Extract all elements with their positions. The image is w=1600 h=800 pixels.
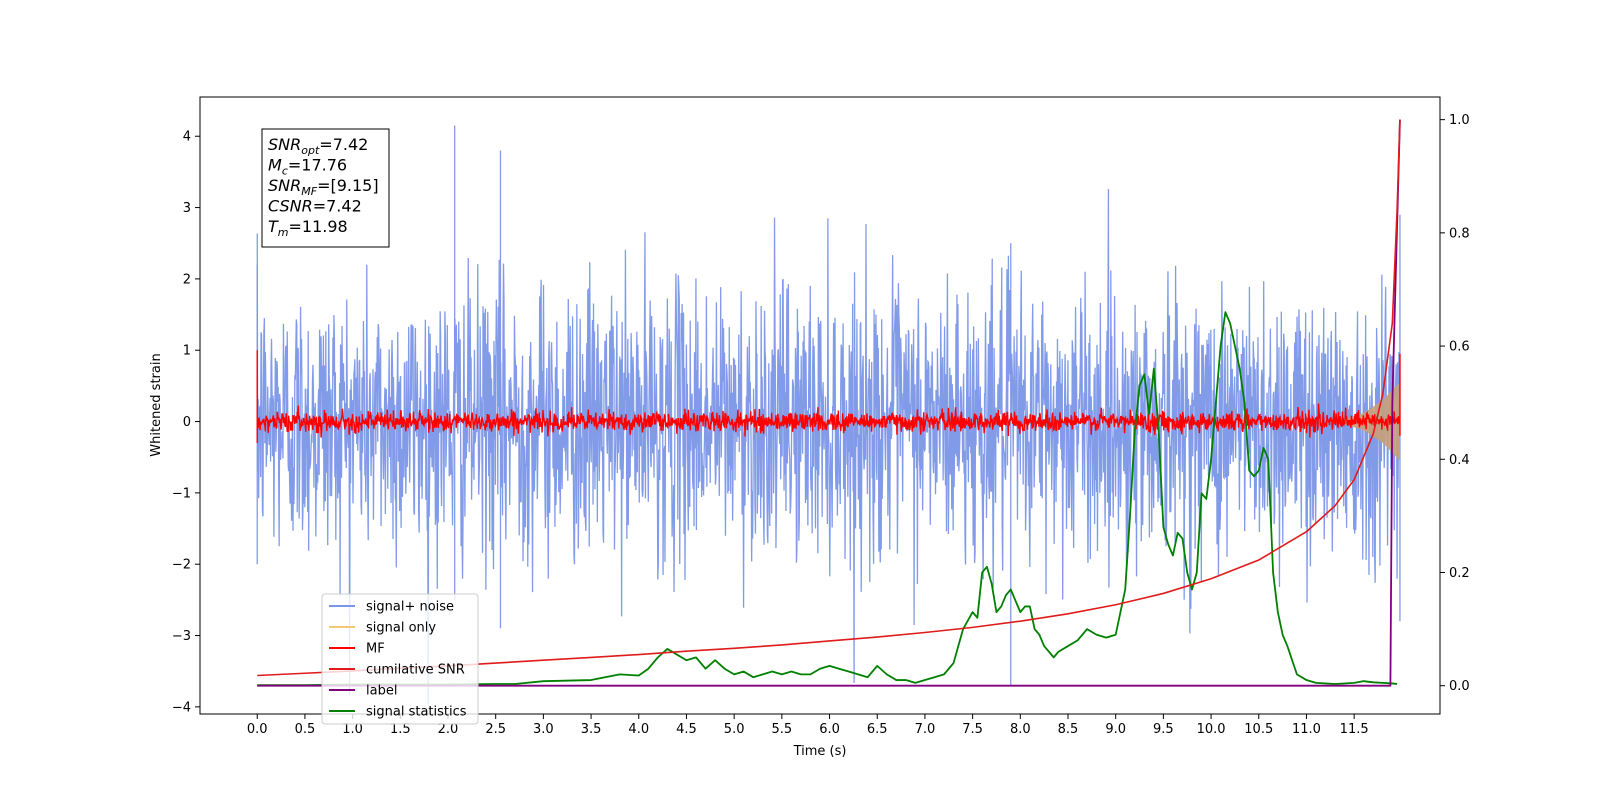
y-axis-label: Whitened strain [149,353,164,456]
y-axis-left: 4 3 2 1 0 −1 −2 −3 −4 [172,130,200,715]
legend-frame [321,593,479,725]
y-tick-label: 4 [183,130,191,145]
y2-tick-label: 0.4 [1449,453,1470,468]
x-tick-label: 7.0 [915,722,936,737]
x-tick-label: 10.5 [1244,722,1273,737]
x-axis-label: Time (s) [793,744,847,759]
x-tick-label: 4.0 [628,722,649,737]
x-tick-label: 3.5 [581,722,602,737]
series-signal-statistics [257,311,1398,687]
info-line: SNRopt=7.42 [268,135,368,157]
x-tick-label: 5.5 [772,722,793,737]
x-tick-label: 11.5 [1340,722,1369,737]
y2-tick-label: 0.0 [1449,679,1470,694]
series-mf [256,403,1401,438]
series-label [257,119,1401,687]
y-tick-label: 3 [183,201,191,216]
info-line: CSNR=7.42 [268,197,362,216]
x-tick-label: 1.0 [342,722,363,737]
legend-label: MF [366,642,385,657]
y-tick-label: −2 [172,558,191,573]
x-tick-label: 10.0 [1197,722,1226,737]
y2-tick-label: 0.8 [1449,226,1470,241]
y2-tick-label: 1.0 [1449,113,1470,128]
legend-label: label [366,684,397,699]
x-tick-label: 6.0 [819,722,840,737]
y-tick-label: 2 [183,272,191,287]
y-tick-label: −4 [172,700,191,715]
legend: signal+ noise signal only MF cumilative SNR… [321,593,479,725]
x-tick-label: 8.5 [1058,722,1079,737]
series-signal-noise [256,189,1401,706]
info-line: Tm=11.98 [268,217,348,239]
y-tick-label: 0 [183,415,191,430]
y-axis-right: 1.0 0.8 0.6 0.4 0.2 0.0 [1440,113,1470,694]
x-tick-label: 3.0 [533,722,554,737]
series-signal-only [1335,382,1400,461]
legend-label: signal+ noise [366,600,454,615]
info-line: Mc=17.76 [268,156,347,178]
x-tick-label: 11.0 [1292,722,1321,737]
x-tick-label: 0.0 [247,722,268,737]
x-tick-label: 9.0 [1105,722,1126,737]
x-tick-label: 9.5 [1153,722,1174,737]
legend-label: signal only [366,621,436,636]
y-tick-label: −1 [172,486,191,501]
x-tick-label: 7.5 [962,722,983,737]
legend-label: cumilative SNR [366,663,465,678]
series-cumilative-snr [257,119,1401,677]
y-tick-label: −3 [172,629,191,644]
info-line: SNRMF=[9.15] [268,176,379,198]
x-tick-label: 8.0 [1010,722,1031,737]
info-box-frame [261,128,390,248]
y2-tick-label: 0.6 [1449,340,1470,355]
plot-data [256,119,1401,706]
x-tick-label: 6.5 [867,722,888,737]
x-tick-label: 2.5 [485,722,506,737]
y-tick-label: 1 [183,344,191,359]
x-tick-label: 5.0 [724,722,745,737]
x-tick-label: 4.5 [676,722,697,737]
y2-tick-label: 0.2 [1449,566,1470,581]
x-tick-label: 2.0 [438,722,459,737]
info-box: SNRopt=7.42Mc=17.76SNRMF=[9.15]CSNR=7.42… [261,128,390,248]
x-tick-label: 0.5 [295,722,316,737]
legend-label: signal statistics [366,705,467,720]
plot-frame [199,96,1441,715]
x-tick-label: 1.5 [390,722,411,737]
